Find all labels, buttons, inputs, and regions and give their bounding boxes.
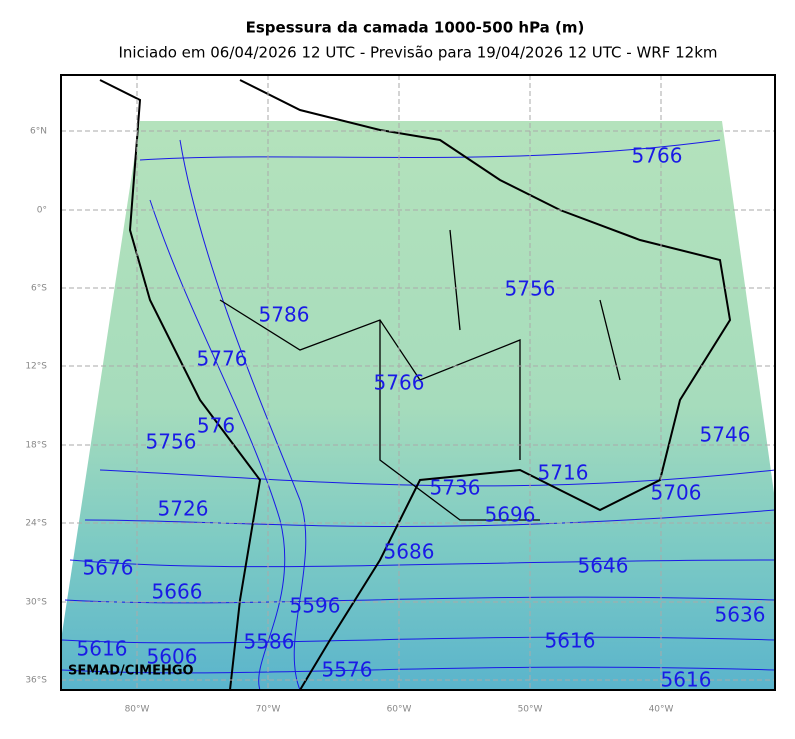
borders [219,229,621,521]
contour-label: 5756 [505,277,556,301]
lat-tick-label: 6°S [31,284,47,294]
lon-tick-label: 40°W [649,705,674,715]
contour-label: 5756 [146,430,197,454]
contour-label: 5606 [147,645,198,669]
ticks: 6°N 0° 6°S 12°S 18°S 24°S 30°S 36°S 80°W 70°W 60°W… [25,127,673,715]
lat-tick-label: 18°S [25,441,47,451]
contour-label: 5616 [77,637,128,661]
contour-label: 5686 [384,540,435,564]
contour-label: 5586 [244,630,295,654]
coastline [99,79,732,690]
contour-label: 5786 [259,303,310,327]
field [61,121,775,690]
watermark: SEMAD/CIMEHGO [68,664,194,679]
contour-label: 5716 [538,461,589,485]
lat-tick-label: 0° [37,206,47,216]
contour-label: 5576 [322,658,373,682]
lon-tick-label: 70°W [256,705,281,715]
frame [60,74,776,691]
contours [61,139,775,690]
contour-label: 5736 [430,476,481,500]
lon-tick-label: 60°W [387,705,412,715]
lat-tick-label: 30°S [25,598,47,608]
lat-tick-label: 36°S [25,676,47,686]
lat-tick-label: 6°N [30,127,47,137]
contour-label: 5666 [152,580,203,604]
contour-label: 5766 [632,144,683,168]
subtitle: Iniciado em 06/04/2026 12 UTC - Previsão… [118,44,717,62]
contour-label: 5596 [290,594,341,618]
lon-tick-label: 50°W [518,705,543,715]
contour-label: 5676 [83,556,134,580]
contour-label: 5706 [651,481,702,505]
contour-label: 5746 [700,423,751,447]
graticule [61,75,775,690]
lat-tick-label: 24°S [25,519,47,529]
lon-tick-label: 80°W [125,705,150,715]
contour-label: 5766 [374,371,425,395]
contour-label: 576 [197,414,235,438]
lat-tick-label: 12°S [25,362,47,372]
contour-label: 5616 [661,668,712,692]
contour-label: 5726 [158,497,209,521]
contour-label: 5636 [715,603,766,627]
contour-label: 5696 [485,503,536,527]
title: Espessura da camada 1000-500 hPa (m) [246,19,585,37]
contour-label: 5616 [545,629,596,653]
contour-label: 5646 [578,554,629,578]
contour-label: 5776 [197,347,248,371]
